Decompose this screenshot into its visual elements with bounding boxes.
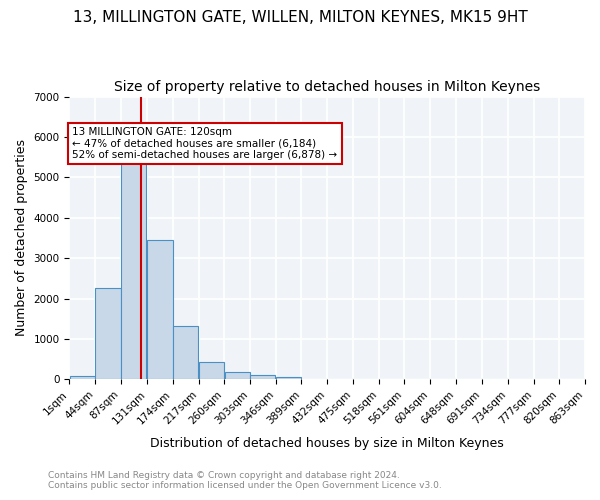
X-axis label: Distribution of detached houses by size in Milton Keynes: Distribution of detached houses by size … bbox=[151, 437, 504, 450]
Bar bbox=[121, 158, 146, 380]
Bar bbox=[276, 377, 301, 380]
Bar bbox=[224, 372, 250, 380]
Bar bbox=[250, 376, 275, 380]
Bar bbox=[199, 362, 224, 380]
Bar bbox=[95, 288, 121, 380]
Bar bbox=[70, 376, 95, 380]
Text: Contains HM Land Registry data © Crown copyright and database right 2024.
Contai: Contains HM Land Registry data © Crown c… bbox=[48, 470, 442, 490]
Text: 13 MILLINGTON GATE: 120sqm
← 47% of detached houses are smaller (6,184)
52% of s: 13 MILLINGTON GATE: 120sqm ← 47% of deta… bbox=[73, 127, 338, 160]
Title: Size of property relative to detached houses in Milton Keynes: Size of property relative to detached ho… bbox=[114, 80, 541, 94]
Text: 13, MILLINGTON GATE, WILLEN, MILTON KEYNES, MK15 9HT: 13, MILLINGTON GATE, WILLEN, MILTON KEYN… bbox=[73, 10, 527, 25]
Bar bbox=[148, 240, 173, 380]
Bar bbox=[173, 326, 199, 380]
Y-axis label: Number of detached properties: Number of detached properties bbox=[15, 140, 28, 336]
